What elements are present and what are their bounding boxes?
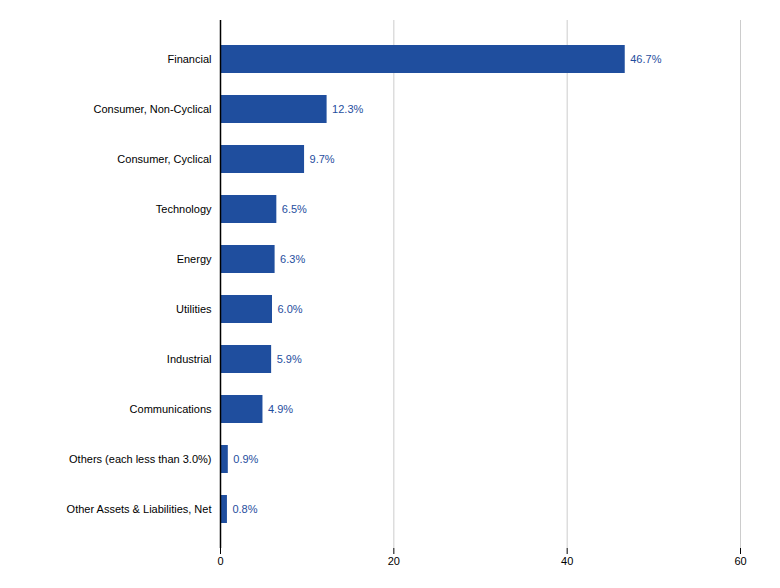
svg-text:4.9%: 4.9% [268, 403, 293, 415]
svg-text:6.5%: 6.5% [282, 203, 307, 215]
svg-text:0: 0 [217, 555, 223, 567]
svg-text:Financial: Financial [167, 53, 211, 65]
svg-text:9.7%: 9.7% [310, 153, 335, 165]
svg-text:Other Assets & Liabilities, Ne: Other Assets & Liabilities, Net [67, 503, 212, 515]
svg-text:Others (each less than 3.0%): Others (each less than 3.0%) [69, 453, 211, 465]
svg-text:Energy: Energy [177, 253, 212, 265]
svg-text:40: 40 [561, 555, 573, 567]
svg-text:12.3%: 12.3% [332, 103, 363, 115]
svg-text:0.8%: 0.8% [232, 503, 257, 515]
svg-text:0.9%: 0.9% [233, 453, 258, 465]
svg-text:46.7%: 46.7% [630, 53, 661, 65]
svg-text:Industrial: Industrial [167, 353, 212, 365]
svg-text:5.9%: 5.9% [277, 353, 302, 365]
svg-text:6.3%: 6.3% [280, 253, 305, 265]
svg-text:6.0%: 6.0% [278, 303, 303, 315]
svg-text:Technology: Technology [156, 203, 212, 215]
svg-text:60: 60 [734, 555, 746, 567]
svg-text:Utilities: Utilities [176, 303, 212, 315]
svg-text:20: 20 [388, 555, 400, 567]
svg-text:Consumer, Cyclical: Consumer, Cyclical [117, 153, 211, 165]
svg-text:Consumer, Non-Cyclical: Consumer, Non-Cyclical [94, 103, 212, 115]
svg-text:Communications: Communications [130, 403, 212, 415]
